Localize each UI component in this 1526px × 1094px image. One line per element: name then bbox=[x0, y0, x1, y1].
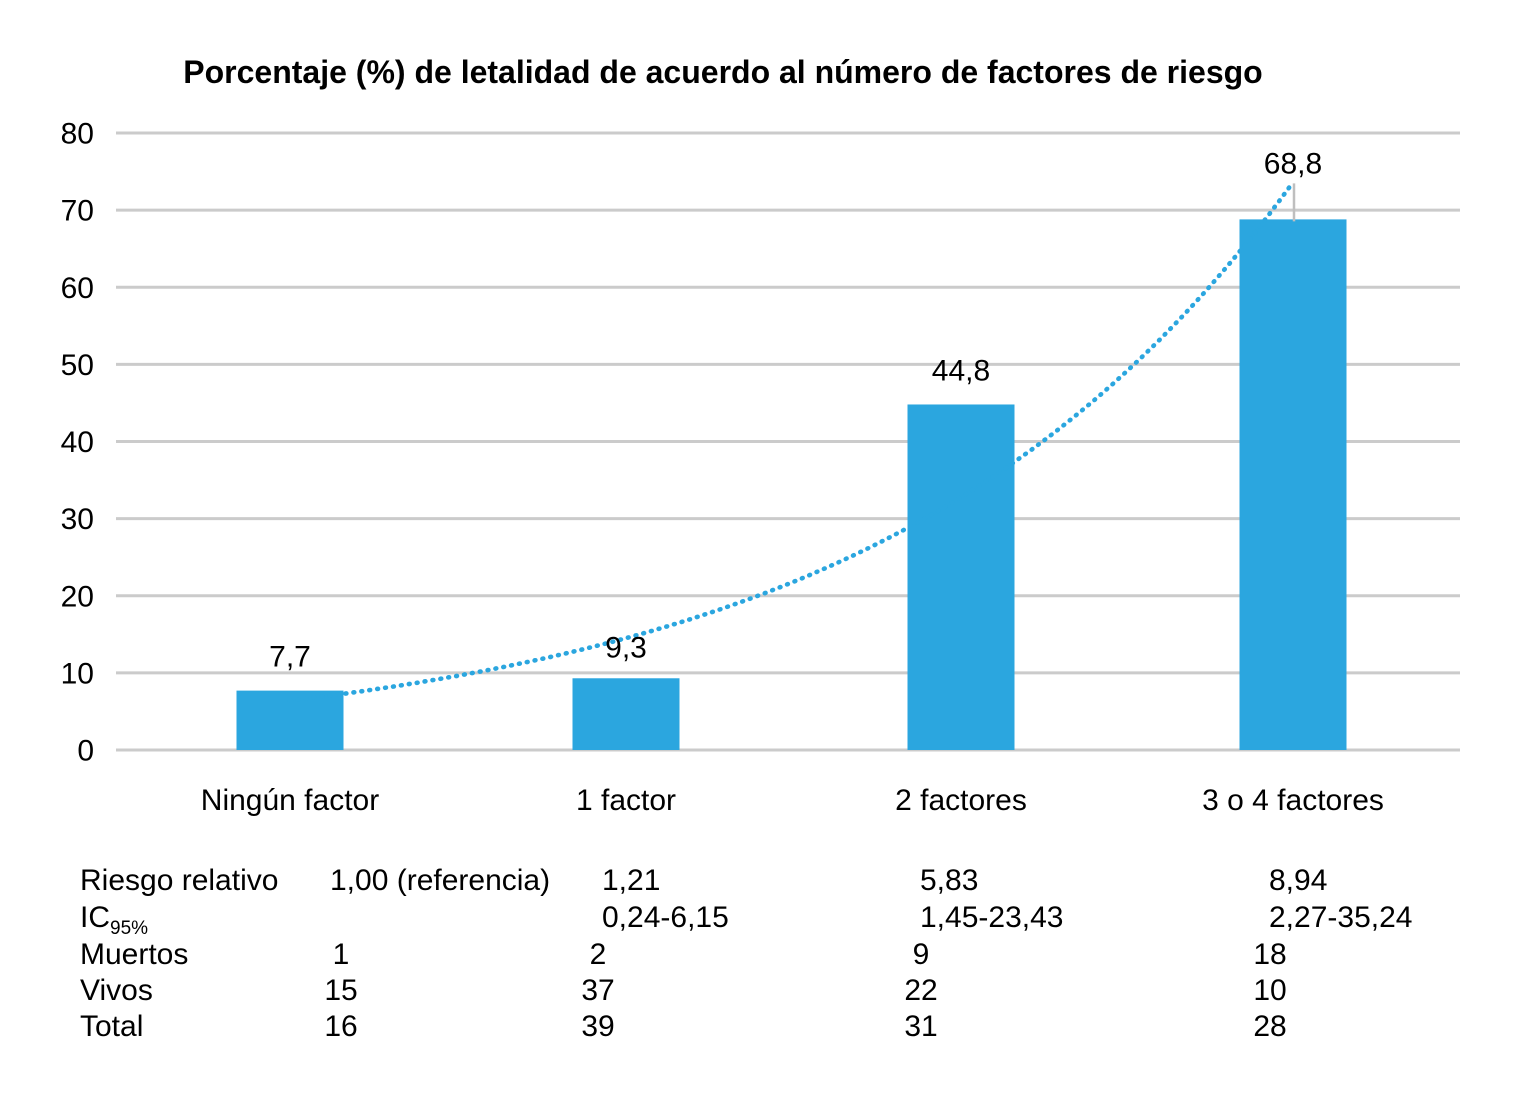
y-tick-label: 20 bbox=[61, 580, 94, 613]
bar-value-label: 68,8 bbox=[1264, 147, 1322, 180]
table-cell: 1,21 bbox=[602, 864, 660, 897]
table-cell: 39 bbox=[581, 1010, 614, 1043]
category-label-2: 2 factores bbox=[895, 784, 1027, 817]
bar-value-label: 7,7 bbox=[269, 641, 311, 674]
table-row-label-2: Muertos bbox=[80, 938, 188, 971]
table-cell: 28 bbox=[1253, 1010, 1286, 1043]
table-cell: 1 bbox=[333, 938, 350, 971]
category-label-0: Ningún factor bbox=[201, 784, 379, 817]
bar-1 bbox=[572, 678, 680, 750]
chart-title: Porcentaje (%) de letalidad de acuerdo a… bbox=[183, 54, 1263, 90]
table-row-label-1: IC95% bbox=[80, 901, 148, 939]
table-row-label-main: IC bbox=[80, 901, 110, 934]
bar-3 bbox=[1239, 219, 1347, 750]
table-cell: 22 bbox=[904, 974, 937, 1007]
bar-value-label: 9,3 bbox=[605, 631, 647, 664]
table-cell: 9 bbox=[913, 938, 930, 971]
table-cell: 31 bbox=[904, 1010, 937, 1043]
y-tick-label: 40 bbox=[61, 426, 94, 459]
table-cell: 2,27-35,24 bbox=[1269, 901, 1412, 934]
table-row-label-subscript: 95% bbox=[110, 918, 148, 939]
table-row-label-4: Total bbox=[80, 1010, 143, 1043]
table-cell: 16 bbox=[324, 1010, 357, 1043]
table-cell: 18 bbox=[1253, 938, 1286, 971]
table-cell: 2 bbox=[590, 938, 607, 971]
table-cell: 8,94 bbox=[1269, 864, 1327, 897]
table-cell: 5,83 bbox=[920, 864, 978, 897]
y-tick-label: 50 bbox=[61, 349, 94, 382]
y-tick-label: 70 bbox=[61, 195, 94, 228]
y-tick-label: 10 bbox=[61, 657, 94, 690]
table-cell: 15 bbox=[324, 974, 357, 1007]
exponential-trendline bbox=[287, 180, 1296, 703]
table-cell: 10 bbox=[1253, 974, 1286, 1007]
table-cell: 1,45-23,43 bbox=[920, 901, 1063, 934]
y-tick-label: 60 bbox=[61, 272, 94, 305]
table-row-label-3: Vivos bbox=[80, 974, 153, 1007]
y-tick-label: 0 bbox=[77, 735, 94, 768]
category-label-1: 1 factor bbox=[576, 784, 676, 817]
bar-value-label: 44,8 bbox=[932, 354, 990, 387]
table-cell: 1,00 (referencia) bbox=[330, 864, 550, 897]
table-cell: 37 bbox=[581, 974, 614, 1007]
category-label-3: 3 o 4 factores bbox=[1202, 784, 1384, 817]
table-cell: 0,24-6,15 bbox=[602, 901, 729, 934]
y-tick-label: 30 bbox=[61, 503, 94, 536]
table-row-label-0: Riesgo relativo bbox=[80, 864, 278, 897]
bar-2 bbox=[907, 404, 1015, 750]
y-tick-label: 80 bbox=[61, 118, 94, 151]
